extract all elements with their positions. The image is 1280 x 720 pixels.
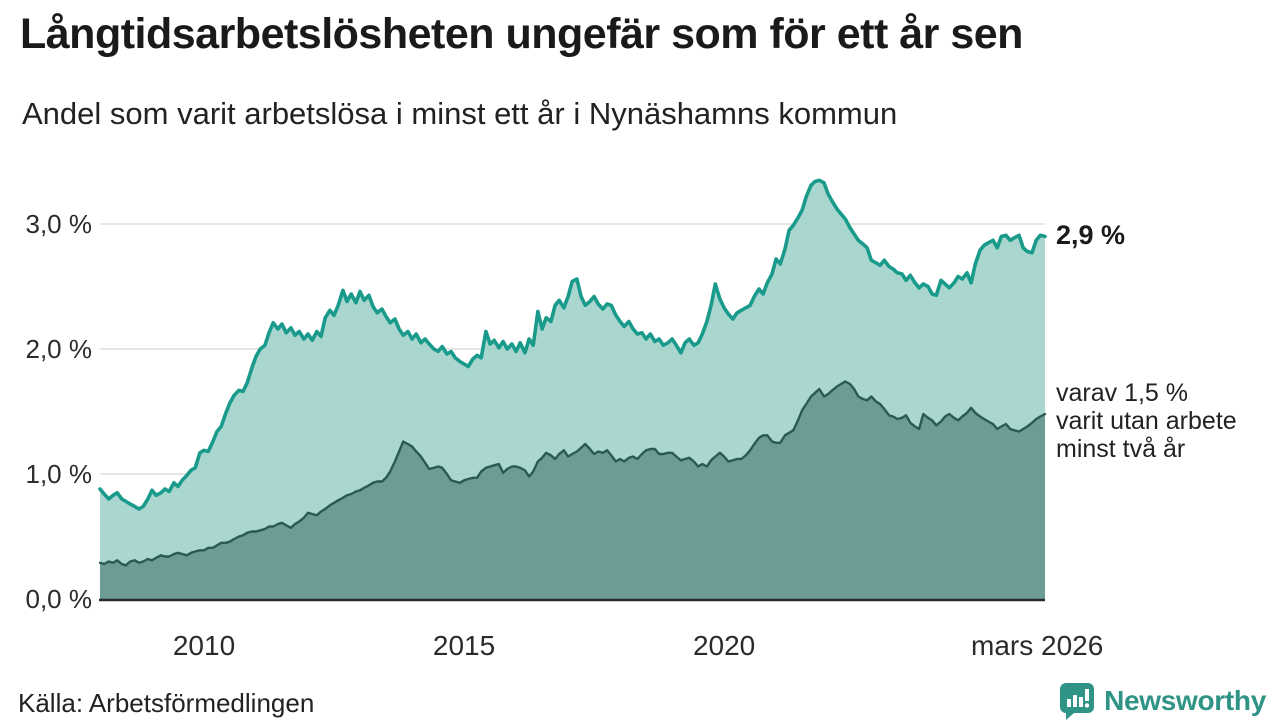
x-axis-tick-label: mars 2026 xyxy=(971,630,1104,661)
y-axis-tick-label: 2,0 % xyxy=(25,334,93,364)
x-axis-tick-label: 2015 xyxy=(432,630,496,661)
y-axis-tick-label: 1,0 % xyxy=(25,459,93,489)
two-year-area-fill xyxy=(100,381,1045,599)
page-title: Långtidsarbetslösheten ungefär som för e… xyxy=(20,10,1023,58)
two-year-annotation: varav 1,5 % varit utan arbete minst två … xyxy=(1056,379,1237,463)
two-year-annotation-line: minst två år xyxy=(1056,435,1186,463)
source-note: Källa: Arbetsförmedlingen xyxy=(18,688,315,718)
newsworthy-logo: Newsworthy xyxy=(1059,682,1266,720)
two-year-line-series xyxy=(98,380,1047,567)
total-line-series xyxy=(98,178,1047,511)
latest-total-value-label: 2,9 % xyxy=(1056,220,1126,250)
newsworthy-chart-pin-icon xyxy=(1060,683,1095,720)
newsworthy-wordmark: Newsworthy xyxy=(1104,685,1266,716)
y-axis-tick-label: 0,0 % xyxy=(25,584,93,614)
two-year-annotation-line: varit utan arbete xyxy=(1056,407,1237,435)
x-axis-tick-label: 2010 xyxy=(172,630,236,661)
x-axis-tick-label: 2020 xyxy=(692,630,756,661)
chart-subtitle: Andel som varit arbetslösa i minst ett å… xyxy=(22,96,898,131)
two-year-annotation-line: varav 1,5 % xyxy=(1056,379,1189,407)
y-axis-tick-label: 3,0 % xyxy=(25,209,93,239)
